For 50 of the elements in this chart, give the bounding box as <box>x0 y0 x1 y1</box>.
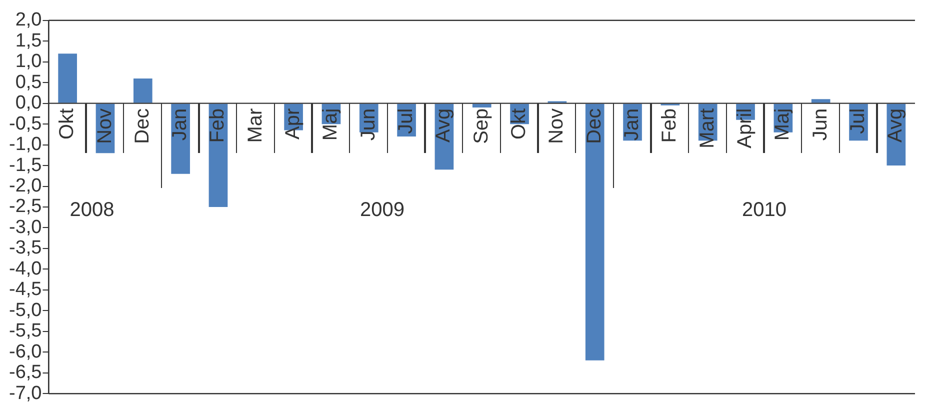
x-tick-label: Jun <box>357 108 380 141</box>
bar <box>585 104 604 360</box>
y-tick-label: 1,0 <box>15 51 42 72</box>
y-tick-label: 0,0 <box>15 92 42 114</box>
y-tick-label: -2,5 <box>8 196 42 218</box>
x-tick-label: Dec <box>583 108 606 144</box>
y-tick-label: -5,0 <box>8 300 42 321</box>
x-tick-label: Jun <box>809 108 832 141</box>
y-tick-label: -6,0 <box>8 341 42 362</box>
bar <box>133 78 152 103</box>
x-tick-label: Dec <box>131 108 154 144</box>
x-tick-label: Jul <box>395 108 418 134</box>
y-tick-label: -0,5 <box>8 113 42 134</box>
annotation: 2010 <box>742 199 787 222</box>
x-tick-label: Okt <box>56 108 78 140</box>
x-tick-label: Maj <box>320 108 342 141</box>
annotation: 2009 <box>360 199 404 222</box>
x-tick-label: Jan <box>169 108 192 141</box>
x-tick-label: Mar <box>244 108 266 143</box>
x-tick-label: Apr <box>282 108 304 140</box>
bar <box>58 54 77 103</box>
bar <box>811 99 830 103</box>
x-tick-label: Feb <box>206 108 229 143</box>
x-tick-label: Okt <box>508 108 530 140</box>
bar <box>472 104 492 108</box>
x-tick-label: Mart <box>696 108 718 148</box>
y-tick-label: -6,5 <box>8 362 42 384</box>
x-tick-label: Nov <box>546 108 568 144</box>
y-tick-label: -3,0 <box>8 216 42 238</box>
y-tick-label: 0,5 <box>15 72 42 93</box>
y-tick-label: -1,0 <box>8 134 42 156</box>
y-tick-label: 2,0 <box>15 10 42 31</box>
x-tick-label: Maj <box>772 108 794 141</box>
y-tick-label: -5,5 <box>8 320 42 342</box>
x-tick-label: Jul <box>847 108 870 134</box>
y-tick-label: -1,5 <box>8 154 42 176</box>
x-tick-label: Feb <box>658 108 681 143</box>
y-tick-label: -4,0 <box>8 258 42 280</box>
x-tick-label: Avg <box>432 108 455 142</box>
y-tick-label: -2,0 <box>8 176 42 196</box>
x-tick-label: April <box>734 108 756 148</box>
x-tick-label: Jan <box>621 108 644 141</box>
y-tick-label: -3,5 <box>8 238 42 259</box>
x-tick-label: Avg <box>884 108 907 142</box>
annotation: 2008 <box>70 199 114 222</box>
y-tick-label: -4,5 <box>8 279 42 300</box>
y-tick-label: -7,0 <box>8 382 42 404</box>
x-tick-label: Nov <box>94 108 116 144</box>
y-tick-label: 1,5 <box>15 30 42 52</box>
x-tick-label: Sep <box>470 108 492 144</box>
